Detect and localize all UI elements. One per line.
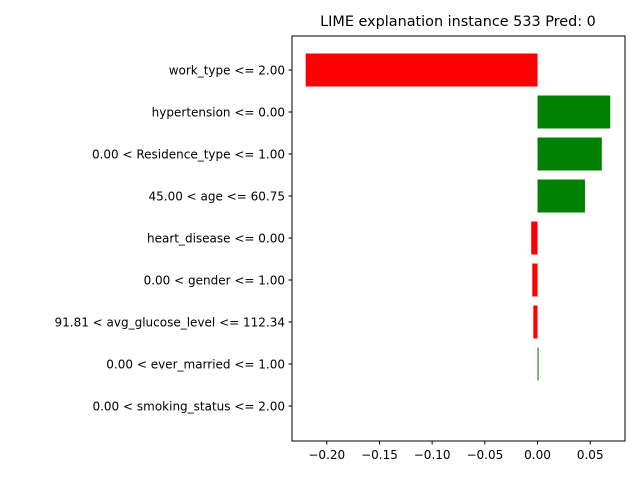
x-axis-group: −0.20 −0.15 −0.10 −0.05 0.00 0.05 — [308, 441, 604, 462]
bar-3 — [537, 179, 585, 213]
bar-2 — [537, 137, 602, 171]
x-tick-label-5: 0.05 — [577, 448, 604, 462]
bar-5 — [532, 263, 538, 297]
y-tick-label-7: 0.00 < ever_married <= 1.00 — [106, 357, 285, 371]
x-tick-label-4: 0.00 — [524, 448, 551, 462]
y-tick-label-5: 0.00 < gender <= 1.00 — [144, 273, 285, 287]
chart-title: LIME explanation instance 533 Pred: 0 — [320, 14, 596, 30]
bar-4 — [531, 221, 538, 255]
bars-group — [305, 53, 611, 381]
bar-1 — [537, 95, 611, 129]
y-tick-label-0: work_type <= 2.00 — [169, 63, 285, 77]
bar-7 — [537, 347, 539, 381]
y-tick-label-4: heart_disease <= 0.00 — [147, 231, 285, 245]
bar-0 — [305, 53, 538, 87]
y-tick-label-1: hypertension <= 0.00 — [152, 105, 285, 119]
x-tick-label-0: −0.20 — [308, 448, 345, 462]
y-labels-group: work_type <= 2.00 hypertension <= 0.00 0.0… — [54, 63, 292, 413]
bar-6 — [533, 305, 538, 339]
x-tick-label-2: −0.10 — [414, 448, 451, 462]
y-tick-label-8: 0.00 < smoking_status <= 2.00 — [92, 399, 285, 413]
y-tick-label-3: 45.00 < age <= 60.75 — [149, 189, 285, 203]
y-tick-label-2: 0.00 < Residence_type <= 1.00 — [92, 147, 285, 161]
plot-frame — [291, 35, 626, 442]
x-tick-label-3: −0.05 — [466, 448, 503, 462]
x-tick-label-1: −0.15 — [361, 448, 398, 462]
y-tick-label-6: 91.81 < avg_glucose_level <= 112.34 — [54, 315, 285, 329]
